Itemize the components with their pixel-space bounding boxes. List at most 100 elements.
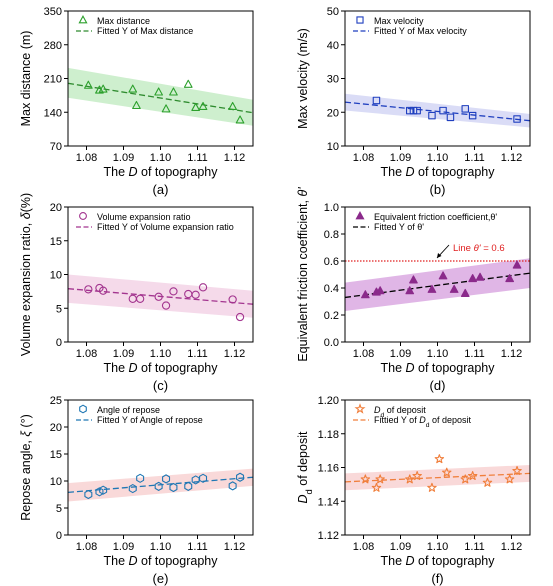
- panel-label: (d): [430, 378, 446, 393]
- data-point: [128, 84, 138, 93]
- x-tick-label: 1.08: [76, 348, 97, 360]
- chart-panel-c: 1.08 1.09 1.10 1.11 1.12 0 5 10 15 20 The D of top…: [19, 193, 254, 393]
- annotation-arrowhead: [437, 253, 442, 258]
- data-point: [154, 481, 163, 491]
- x-tick-label: 1.11: [464, 348, 485, 360]
- data-point: [375, 474, 385, 484]
- data-point: [161, 301, 171, 310]
- x-tick-label: 1.12: [224, 541, 245, 553]
- data-point: [505, 274, 514, 283]
- y-tick-label: 350: [44, 6, 62, 18]
- x-tick-label: 1.09: [390, 541, 411, 553]
- y-tick-label: 10: [327, 141, 339, 153]
- legend-series-label: Max distance: [97, 16, 150, 26]
- data-point: [228, 101, 237, 111]
- x-tick-label: 1.12: [501, 348, 522, 360]
- legend-series-label: Volume expansion ratio: [97, 212, 191, 222]
- x-tick-label: 1.12: [501, 541, 522, 553]
- data-point: [504, 474, 515, 484]
- x-axis-label: The D of topography: [381, 554, 496, 568]
- y-tick-label: 10: [50, 270, 62, 282]
- y-tick-label: 5: [56, 303, 62, 315]
- data-point: [235, 115, 245, 124]
- x-tick-label: 1.10: [150, 541, 171, 553]
- x-tick-label: 1.08: [76, 152, 97, 164]
- data-point: [371, 482, 382, 492]
- data-point: [84, 489, 93, 500]
- x-tick-label: 1.09: [390, 152, 411, 164]
- x-tick-label: 1.11: [187, 152, 208, 164]
- data-point: [236, 472, 245, 482]
- x-tick-label: 1.09: [113, 348, 134, 360]
- x-tick-label: 1.11: [187, 541, 208, 553]
- y-tick-label: 70: [50, 141, 62, 153]
- y-axis-label: Dd of deposit: [296, 431, 314, 503]
- data-point: [199, 473, 208, 483]
- legend-marker: [355, 211, 365, 220]
- legend-fit-label: Fittied Y of Dd of deposit: [374, 415, 471, 429]
- y-tick-label: 30: [327, 74, 339, 86]
- legend-series-label: Dd of deposit: [374, 405, 426, 419]
- data-point: [405, 286, 415, 295]
- x-axis-label: The D of topography: [381, 361, 496, 375]
- y-tick-label: 20: [50, 422, 62, 434]
- data-point: [235, 312, 245, 322]
- y-tick-label: 1.18: [318, 429, 339, 441]
- y-tick-label: 10: [50, 476, 62, 488]
- x-tick-label: 1.09: [390, 348, 411, 360]
- data-point: [427, 482, 437, 492]
- legend-marker: [354, 403, 366, 414]
- data-point: [513, 115, 521, 123]
- x-tick-label: 1.10: [150, 348, 171, 360]
- data-point: [372, 96, 381, 105]
- confidence-band: [345, 258, 530, 311]
- data-point: [135, 294, 145, 303]
- x-tick-label: 1.12: [224, 348, 245, 360]
- data-point: [428, 111, 436, 120]
- x-tick-label: 1.08: [353, 348, 374, 360]
- data-point: [413, 106, 421, 115]
- y-tick-label: 5: [56, 503, 62, 515]
- x-tick-label: 1.10: [427, 541, 448, 553]
- data-point: [99, 485, 108, 495]
- y-tick-label: 20: [50, 202, 62, 214]
- fit-line: [345, 101, 530, 122]
- data-point: [154, 87, 163, 96]
- data-point: [169, 287, 178, 296]
- data-point: [162, 474, 171, 484]
- x-tick-label: 1.08: [353, 152, 374, 164]
- y-tick-label: 1.20: [318, 395, 339, 407]
- y-tick-label: 140: [44, 107, 62, 119]
- x-tick-label: 1.11: [464, 152, 485, 164]
- y-tick-label: 25: [50, 395, 62, 407]
- data-point: [512, 465, 522, 475]
- legend-marker: [78, 15, 88, 24]
- data-point: [512, 260, 522, 269]
- data-point: [460, 288, 470, 297]
- data-point: [461, 105, 469, 113]
- y-tick-label: 210: [44, 74, 62, 86]
- data-point: [228, 481, 237, 491]
- data-point: [460, 474, 470, 484]
- y-tick-label: 0.2: [324, 310, 339, 322]
- y-tick-label: 15: [50, 449, 62, 461]
- data-point: [468, 274, 477, 283]
- confidence-band: [345, 93, 530, 128]
- y-axis-label: Max distance (m): [19, 31, 33, 127]
- y-axis-label: Max velocity (m/s): [296, 28, 310, 129]
- y-tick-label: 15: [50, 236, 62, 248]
- x-tick-label: 1.08: [353, 541, 374, 553]
- data-point: [136, 473, 145, 483]
- y-tick-label: 20: [327, 107, 339, 119]
- x-tick-label: 1.10: [150, 152, 171, 164]
- x-axis-label: The D of topography: [104, 165, 219, 179]
- y-tick-label: 0.4: [324, 283, 339, 295]
- x-axis-label: The D of topography: [104, 361, 219, 375]
- x-tick-label: 1.11: [187, 348, 208, 360]
- data-point: [434, 454, 445, 464]
- data-point: [95, 487, 104, 497]
- chart-panel-d: 1.08 1.09 1.10 1.11 1.12 0.0 0.2 0.4 0.6 0.8 1.0 Th…: [296, 187, 531, 393]
- data-point: [361, 290, 370, 299]
- data-point: [84, 80, 93, 89]
- legend-marker: [79, 212, 87, 220]
